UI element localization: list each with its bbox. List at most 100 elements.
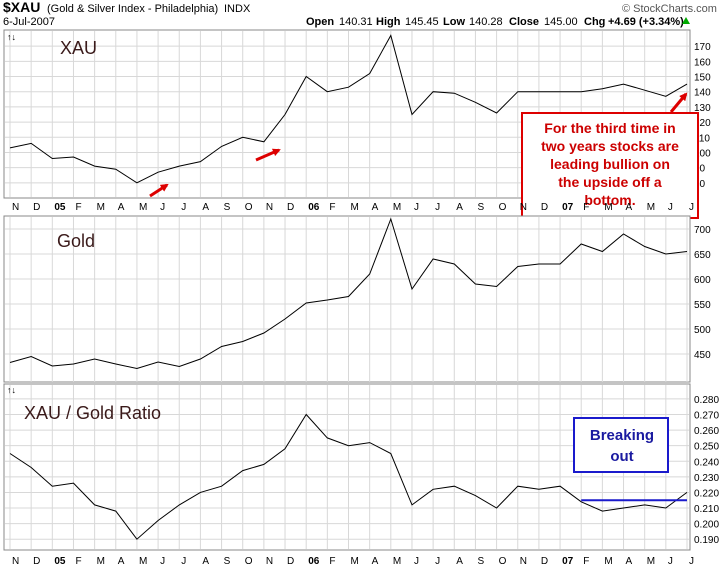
chg-label: Chg — [584, 16, 605, 28]
y-tick-label: 0.230 — [694, 473, 719, 484]
y-tick-label: 0.240 — [694, 457, 719, 468]
x-tick-label: O — [245, 556, 253, 567]
x-tick-label: N — [266, 556, 273, 567]
y-tick-label: 80 — [694, 179, 706, 190]
low-value: 140.28 — [469, 16, 503, 28]
x-tick-label: M — [647, 556, 655, 567]
gold-price-line — [9, 217, 688, 370]
y-tick-label: 450 — [694, 350, 711, 361]
x-tick-label: N — [520, 556, 527, 567]
x-tick-label: J — [668, 202, 673, 213]
y-tick-label: 650 — [694, 250, 711, 261]
x-tick-label: M — [351, 556, 359, 567]
x-tick-label: 05 — [54, 202, 66, 213]
y-tick-label: 0.260 — [694, 426, 719, 437]
y-tick-label: 120 — [694, 118, 711, 129]
x-tick-label: S — [477, 556, 484, 567]
symbol-label: $XAU — [3, 0, 40, 15]
x-tick-label: N — [12, 202, 19, 213]
x-tick-label: M — [604, 556, 612, 567]
panel-xau-yticks: 80 90 100 110 120 130 140 150 160 170 — [694, 42, 711, 190]
x-tick-label: A — [372, 202, 379, 213]
x-tick-label: J — [181, 202, 186, 213]
x-tick-label: A — [626, 202, 633, 213]
y-tick-label: 0.270 — [694, 411, 719, 422]
x-tick-label: S — [477, 202, 484, 213]
exchange-label: INDX — [224, 3, 251, 15]
x-tick-label: F — [75, 202, 81, 213]
x-tick-label: J — [689, 556, 694, 567]
third-time-callout-line-4: the upside off a — [558, 174, 662, 190]
red-arrow-2 — [255, 148, 281, 162]
panel-ratio-title: XAU / Gold Ratio — [24, 403, 161, 423]
x-tick-label: 05 — [54, 556, 66, 567]
x-tick-label: O — [245, 202, 253, 213]
x-tick-label: D — [33, 556, 40, 567]
y-tick-label: 110 — [694, 133, 710, 144]
x-tick-label: A — [202, 556, 209, 567]
breaking-out-callout: Breaking out — [573, 417, 669, 473]
x-tick-label: J — [689, 202, 694, 213]
x-tick-label: S — [224, 202, 231, 213]
xaxis-2: N D 05 F M A M J J A S O N D 06 F M A M J J A S O N D 07 F M A M J J — [12, 556, 694, 567]
x-tick-label: F — [75, 556, 81, 567]
x-tick-label: S — [224, 556, 231, 567]
close-value: 145.00 — [544, 16, 578, 28]
panel-gold-frame — [3, 215, 691, 383]
panel-gold: 450 500 550 600 650 700 Gold — [3, 215, 711, 383]
panel-xau-title: XAU — [60, 38, 97, 58]
open-value: 140.31 — [339, 16, 373, 28]
x-tick-label: M — [139, 556, 147, 567]
chg-value: +4.69 (+3.34%) — [608, 16, 684, 28]
third-time-callout: For the third time in two years stocks a… — [521, 112, 699, 219]
low-label: Low — [443, 16, 465, 28]
x-tick-label: J — [181, 556, 186, 567]
up-triangle-icon — [682, 17, 690, 24]
x-tick-label: J — [160, 556, 165, 567]
breaking-out-line-2: out — [610, 448, 633, 465]
third-time-callout-line-5: bottom. — [584, 192, 635, 208]
panel-gold-grid — [5, 217, 689, 382]
x-tick-label: D — [33, 202, 40, 213]
x-tick-label: M — [97, 202, 105, 213]
x-tick-label: O — [499, 202, 507, 213]
x-tick-label: J — [414, 202, 419, 213]
x-tick-label: N — [12, 556, 19, 567]
x-tick-label: M — [604, 202, 612, 213]
x-tick-label: A — [118, 202, 125, 213]
open-label: Open — [306, 16, 334, 28]
red-arrow-3 — [669, 92, 688, 113]
y-tick-label: 600 — [694, 275, 711, 286]
x-tick-label: A — [118, 556, 125, 567]
x-tick-label: D — [541, 556, 548, 567]
x-tick-label: F — [583, 556, 589, 567]
close-label: Close — [509, 16, 539, 28]
high-value: 145.45 — [405, 16, 439, 28]
xaxis-1: N D 05 F M A M J J A S O N D 06 F M A M J J A S O N D 07 F M A M J J — [12, 202, 694, 213]
x-tick-label: M — [393, 202, 401, 213]
x-tick-label: M — [97, 556, 105, 567]
x-tick-label: A — [372, 556, 379, 567]
x-tick-label: N — [266, 202, 273, 213]
y-tick-label: 140 — [694, 88, 711, 99]
y-tick-label: 700 — [694, 225, 711, 236]
third-time-callout-box — [521, 112, 699, 219]
x-tick-label: M — [647, 202, 655, 213]
x-tick-label: M — [351, 202, 359, 213]
y-tick-label: 0.210 — [694, 504, 719, 515]
x-tick-label: J — [435, 202, 440, 213]
y-tick-label: 500 — [694, 325, 711, 336]
breaking-out-callout-box — [573, 417, 669, 473]
x-tick-label: F — [583, 202, 589, 213]
x-tick-label: J — [414, 556, 419, 567]
y-tick-label: 0.190 — [694, 535, 719, 546]
panel-gold-title: Gold — [57, 231, 95, 251]
y-tick-label: 150 — [694, 73, 711, 84]
x-tick-label: M — [393, 556, 401, 567]
y-tick-label: 160 — [694, 57, 711, 68]
x-tick-label: 07 — [562, 202, 574, 213]
x-tick-label: J — [668, 556, 673, 567]
x-tick-label: 06 — [308, 556, 320, 567]
y-tick-label: 0.200 — [694, 520, 719, 531]
